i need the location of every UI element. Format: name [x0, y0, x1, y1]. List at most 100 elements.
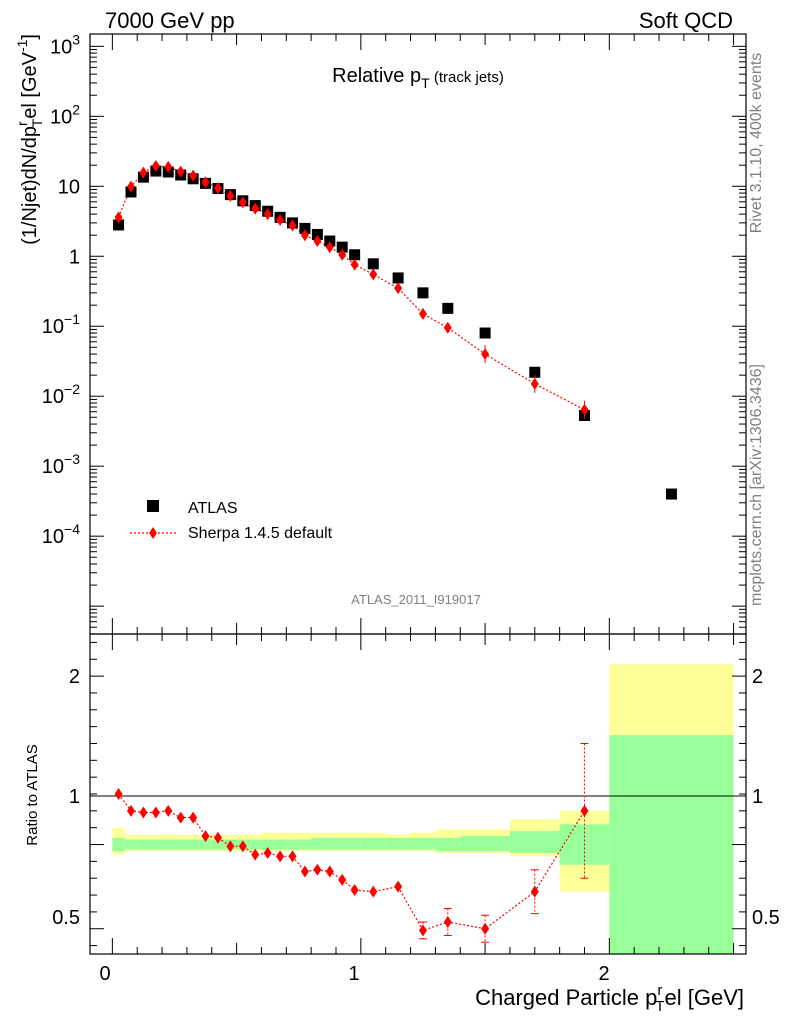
- ratio-point: [238, 840, 247, 853]
- atlas-point: [665, 488, 677, 500]
- band-inner: [199, 839, 212, 850]
- header-left: 7000 GeV pp: [105, 8, 235, 33]
- ratio-point: [164, 804, 173, 817]
- y-tick-base: 10: [50, 36, 72, 58]
- sherpa-line: [118, 165, 585, 411]
- y-tick-label-2: 10: [58, 176, 80, 198]
- legend-atlas-marker: [147, 500, 159, 512]
- ratio-point: [139, 806, 148, 819]
- band-inner: [137, 839, 150, 850]
- ratio-point: [114, 788, 123, 800]
- main-title-text: Relative p: [332, 65, 421, 87]
- ratio-point: [288, 850, 297, 863]
- band-inner: [385, 837, 411, 850]
- ratio-panel: 0 1 2 2 1 0.5 2 1 0.5 Ratio to ATLAS Cha…: [24, 633, 780, 1015]
- x-label-sub: T: [655, 998, 664, 1015]
- x-tick-label-0: 0: [99, 963, 110, 985]
- analysis-id: ATLAS_2011_I919017: [351, 592, 481, 607]
- y-tick-label-1: 102: [50, 101, 80, 128]
- band-inner: [348, 837, 361, 850]
- sherpa-point: [325, 241, 334, 254]
- atlas-point: [417, 287, 429, 299]
- sherpa-point: [164, 160, 173, 173]
- atlas-point: [529, 366, 541, 378]
- y-tick-label-7: 10−4: [42, 521, 80, 548]
- band-inner: [124, 839, 138, 850]
- y-tick-exp: 3: [72, 31, 80, 47]
- ratio-marks: [114, 742, 589, 943]
- sherpa-point: [369, 268, 378, 281]
- y-label-mid: el [GeV: [19, 51, 41, 118]
- ratio-point: [300, 865, 309, 878]
- ratio-point: [325, 865, 334, 878]
- ratio-point: [481, 922, 490, 935]
- atlas-point: [324, 235, 336, 247]
- sherpa-point: [481, 348, 490, 361]
- x-label-text: Charged Particle p: [475, 985, 657, 1010]
- band-inner: [336, 837, 349, 850]
- y-tick-exp: −4: [64, 521, 80, 537]
- ratio-point: [201, 830, 210, 843]
- ratio-y-tick-1-left: 1: [69, 786, 80, 808]
- ratio-point: [251, 848, 260, 861]
- ratio-point: [338, 873, 347, 886]
- x-label-sup: r: [657, 982, 662, 999]
- sherpa-point: [139, 166, 148, 179]
- atlas-point: [113, 219, 125, 231]
- y-label-sup: r: [14, 121, 30, 126]
- sherpa-point: [151, 159, 160, 172]
- band-inner: [360, 837, 386, 850]
- sherpa-point: [176, 165, 185, 178]
- ratio-point: [580, 804, 589, 817]
- ratio-point: [276, 850, 285, 863]
- ratio-point: [394, 880, 403, 893]
- legend: ATLAS Sherpa 1.4.5 default: [130, 500, 333, 542]
- x-label-end: el [GeV]: [665, 985, 744, 1010]
- atlas-point: [442, 302, 454, 314]
- y-label-sub: T: [29, 118, 45, 127]
- sherpa-point: [580, 403, 589, 416]
- y-tick-base: 10: [42, 386, 64, 408]
- band-inner: [261, 839, 274, 850]
- ratio-y-tick-2-right: 2: [752, 666, 763, 688]
- ratio-point: [151, 806, 160, 819]
- atlas-point: [311, 228, 323, 240]
- y-tick-base: 10: [42, 526, 64, 548]
- ratio-point: [530, 885, 539, 898]
- band-inner: [186, 839, 200, 850]
- y-tick-label-6: 10−3: [42, 451, 80, 478]
- ratio-y-label: Ratio to ATLAS: [24, 744, 41, 845]
- sherpa-point: [114, 211, 123, 224]
- atlas-point: [336, 241, 348, 253]
- atlas-point: [479, 327, 491, 339]
- main-marks: [113, 159, 677, 500]
- ratio-line: [118, 793, 585, 932]
- band-inner: [298, 839, 312, 850]
- sherpa-point: [394, 282, 403, 295]
- ratio-y-tick-1-right: 1: [752, 786, 763, 808]
- band-inner: [435, 837, 461, 852]
- y-tick-base: 10: [58, 176, 80, 198]
- band-inner: [249, 839, 262, 850]
- sherpa-point: [226, 189, 235, 202]
- ratio-y-tick-05-right: 0.5: [752, 907, 780, 929]
- ratio-y-ticks: [90, 641, 746, 947]
- ratio-point: [189, 811, 198, 824]
- y-tick-exp: 2: [72, 101, 80, 117]
- atlas-point: [299, 222, 311, 234]
- ratio-point: [313, 863, 322, 876]
- atlas-point: [392, 272, 404, 284]
- band-inner: [609, 735, 734, 954]
- y-tick-label-4: 10−1: [42, 311, 80, 338]
- sherpa-point: [300, 229, 309, 242]
- band-inner: [174, 839, 187, 850]
- y-tick-exp: −2: [64, 381, 80, 397]
- legend-sherpa-marker: [149, 527, 157, 539]
- sherpa-point: [338, 248, 347, 261]
- main-title-suffix: (track jets): [430, 69, 504, 86]
- main-frame: [89, 33, 747, 635]
- ratio-point: [226, 840, 235, 853]
- side-label-rivet: Rivet 3.1.10, 400k events: [748, 53, 765, 234]
- sherpa-point: [313, 235, 322, 248]
